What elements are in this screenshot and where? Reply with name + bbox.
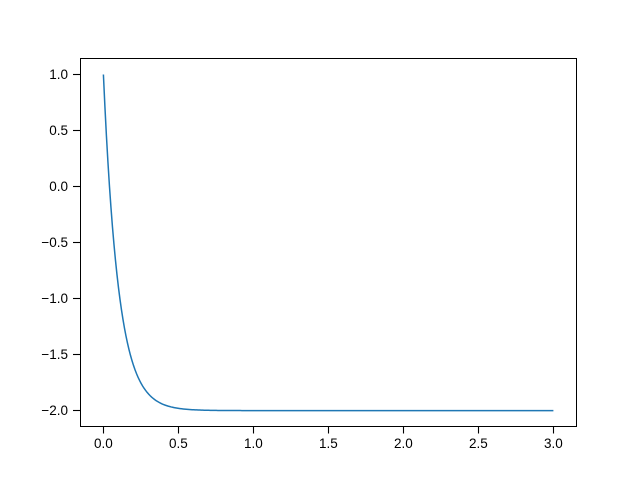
svg-text:2.5: 2.5 (469, 436, 488, 451)
svg-text:2.0: 2.0 (394, 436, 413, 451)
svg-text:0.5: 0.5 (49, 123, 68, 138)
svg-text:3.0: 3.0 (544, 436, 563, 451)
svg-text:0.5: 0.5 (169, 436, 188, 451)
svg-text:−1.5: −1.5 (41, 347, 68, 362)
svg-text:1.5: 1.5 (319, 436, 338, 451)
svg-text:−1.0: −1.0 (41, 291, 68, 306)
svg-text:0.0: 0.0 (49, 179, 68, 194)
svg-text:1.0: 1.0 (49, 67, 68, 82)
svg-text:−0.5: −0.5 (41, 235, 68, 250)
svg-text:0.0: 0.0 (94, 436, 113, 451)
svg-text:1.0: 1.0 (244, 436, 263, 451)
svg-text:−2.0: −2.0 (41, 403, 68, 418)
